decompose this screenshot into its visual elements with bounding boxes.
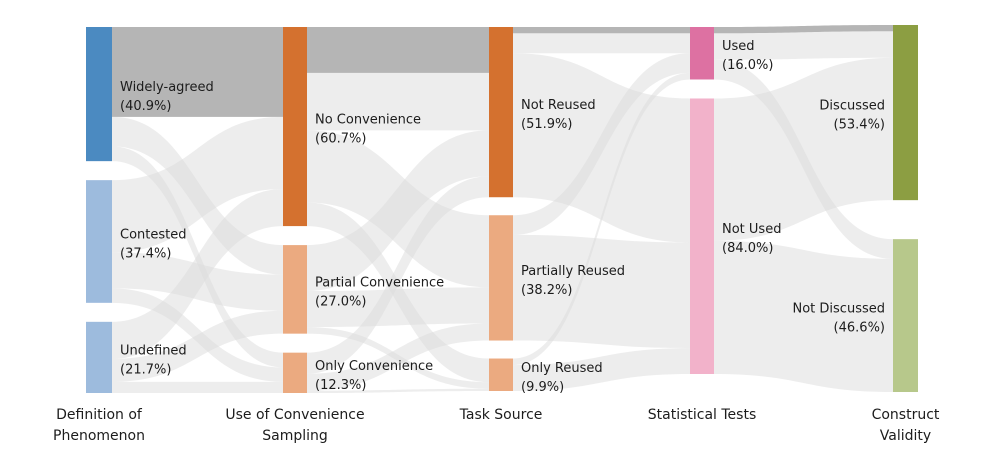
node-pct-not_reused: (51.9%) [521, 117, 572, 132]
node-pct-only_reused: (9.9%) [521, 380, 564, 395]
sankey-node-discussed [893, 25, 918, 201]
node-pct-undefined: (21.7%) [120, 362, 171, 377]
sankey-node-not_discussed [893, 239, 918, 392]
sankey-flow-undefined-to-no_convenience [112, 189, 283, 359]
sankey-flow-only_convenience-to-only_reused [307, 388, 489, 393]
sankey-flow-used-to-discussed [714, 25, 893, 60]
node-pct-only_convenience: (12.3%) [315, 378, 366, 393]
sankey-node-not_used [690, 98, 714, 374]
sankey-node-only_convenience [283, 352, 307, 393]
sankey-highlight-flow-no_convenience-to-not_reused [307, 27, 489, 73]
node-pct-contested: (37.4%) [120, 246, 171, 261]
axis-label-col1-line1: Sampling [262, 428, 328, 444]
node-label-not_reused: Not Reused [521, 98, 596, 113]
sankey-highlight-flow-used-to-discussed [714, 25, 893, 34]
node-pct-partially_reused: (38.2%) [521, 283, 572, 298]
sankey-node-only_reused [489, 358, 513, 391]
node-label-not_used: Not Used [722, 222, 781, 237]
node-label-partial_convenience: Partial Convenience [315, 275, 444, 290]
node-pct-discussed: (53.4%) [834, 118, 885, 133]
node-pct-partial_convenience: (27.0%) [315, 294, 366, 309]
node-label-undefined: Undefined [120, 343, 187, 358]
node-label-partially_reused: Partially Reused [521, 264, 625, 279]
sankey-flow-undefined-to-only_convenience [112, 381, 283, 393]
node-label-discussed: Discussed [819, 99, 885, 114]
sankey-node-partial_convenience [283, 245, 307, 334]
axis-label-col1-line0: Use of Convenience [225, 407, 364, 423]
axis-label-col3-line0: Statistical Tests [648, 407, 757, 423]
node-label-used: Used [722, 39, 755, 54]
sankey-node-used [690, 27, 714, 80]
axis-label-col0-line0: Definition of [56, 407, 143, 423]
node-label-only_convenience: Only Convenience [315, 359, 433, 374]
node-label-widely_agreed: Widely-agreed [120, 80, 214, 95]
sankey-flow-only_convenience-to-partially_reused [307, 323, 489, 391]
axis-label-col4-line0: Construct [872, 407, 940, 423]
sankey-flow-partial_convenience-to-partially_reused [307, 287, 489, 328]
sankey-flow-partial_convenience-to-not_reused [307, 130, 489, 292]
sankey-flow-not_used-to-not_discussed [714, 240, 893, 392]
node-pct-used: (16.0%) [722, 58, 773, 73]
sankey-flow-partially_reused-to-used [513, 53, 690, 235]
sankey-flow-undefined-to-partial_convenience [112, 310, 283, 382]
node-pct-not_used: (84.0%) [722, 241, 773, 256]
sankey-node-widely_agreed [86, 27, 112, 162]
sankey-node-contested [86, 180, 112, 303]
node-label-contested: Contested [120, 227, 187, 242]
axis-label-col0-line1: Phenomenon [53, 428, 145, 444]
sankey-flow-only_reused-to-used [513, 72, 690, 366]
sankey-highlight-flow-not_reused-to-used [513, 27, 690, 34]
node-pct-not_discussed: (46.6%) [834, 321, 885, 336]
sankey-node-not_reused [489, 27, 513, 198]
sankey-node-undefined [86, 321, 112, 393]
node-pct-widely_agreed: (40.9%) [120, 99, 171, 114]
sankey-flow-partially_reused-to-not_used [513, 234, 690, 349]
sankey-node-no_convenience [283, 27, 307, 227]
node-label-only_reused: Only Reused [521, 361, 603, 376]
sankey-node-partially_reused [489, 215, 513, 341]
axis-label-col2-line0: Task Source [459, 407, 543, 423]
sankey-flow-not_reused-to-used [513, 27, 690, 54]
axis-label-col4-line1: Validity [880, 428, 931, 444]
sankey-highlight-flow-widely_agreed-to-no_convenience [112, 27, 283, 117]
sankey-flow-not_used-to-discussed [714, 57, 893, 241]
sankey-flow-only_convenience-to-not_reused [307, 176, 489, 374]
node-pct-no_convenience: (60.7%) [315, 132, 366, 147]
sankey-flow-contested-to-no_convenience [112, 116, 283, 253]
node-label-not_discussed: Not Discussed [793, 302, 886, 317]
node-label-no_convenience: No Convenience [315, 113, 421, 128]
sankey-flow-only_reused-to-not_used [513, 348, 690, 391]
